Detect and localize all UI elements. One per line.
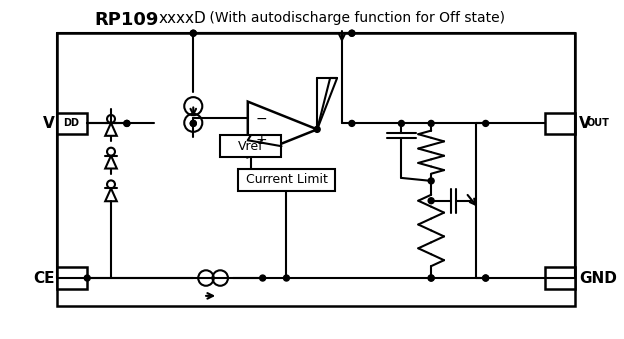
Bar [57, 267, 87, 289]
Circle shape [349, 30, 355, 36]
Bar [545, 267, 575, 289]
Text: Current Limit: Current Limit [245, 174, 328, 186]
Circle shape [190, 120, 197, 126]
Circle shape [260, 275, 266, 281]
Text: Vref: Vref [238, 140, 263, 153]
Text: CE: CE [33, 271, 54, 285]
Circle shape [124, 120, 130, 126]
Text: xxxxD: xxxxD [158, 12, 207, 26]
Text: DD: DD [63, 118, 79, 128]
Circle shape [428, 275, 434, 281]
Circle shape [349, 120, 355, 126]
Bar [57, 33, 575, 306]
Circle shape [428, 198, 434, 204]
Circle shape [283, 275, 290, 281]
Circle shape [314, 126, 320, 132]
Circle shape [428, 120, 434, 126]
Text: −: − [256, 112, 267, 125]
Circle shape [190, 30, 197, 36]
Circle shape [428, 178, 434, 184]
Text: OUT: OUT [587, 118, 610, 128]
Circle shape [190, 120, 197, 126]
Circle shape [483, 275, 489, 281]
Circle shape [84, 275, 90, 281]
Circle shape [190, 30, 197, 36]
Circle shape [483, 275, 489, 281]
Text: (With autodischarge function for Off state): (With autodischarge function for Off sta… [205, 12, 505, 25]
Circle shape [399, 120, 404, 126]
Circle shape [483, 120, 489, 126]
Bar [220, 135, 281, 157]
Circle shape [349, 30, 355, 36]
Text: V: V [43, 116, 54, 131]
Circle shape [428, 275, 434, 281]
Bar [545, 113, 575, 134]
Bar [57, 113, 87, 134]
Text: V: V [579, 116, 590, 131]
Text: RP109: RP109 [94, 12, 158, 29]
Circle shape [124, 120, 130, 126]
Text: GND: GND [579, 271, 617, 285]
Bar [238, 169, 335, 191]
Text: +: + [256, 133, 267, 147]
